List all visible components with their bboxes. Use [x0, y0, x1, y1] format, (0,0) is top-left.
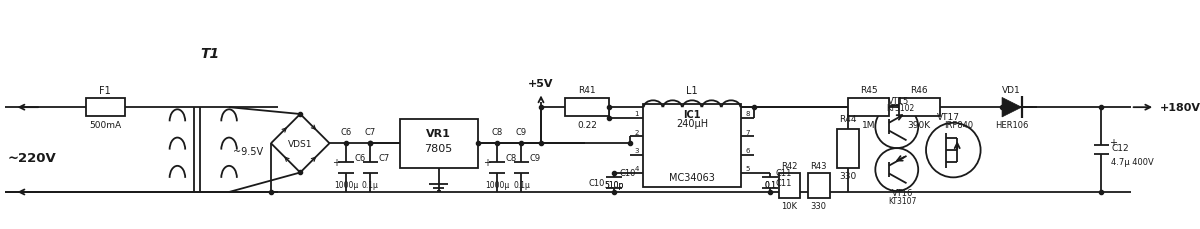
- Text: R41: R41: [578, 86, 596, 95]
- Bar: [643, 105, 740, 187]
- Text: VDS1: VDS1: [288, 139, 312, 148]
- Text: C6: C6: [341, 128, 352, 136]
- Text: L1: L1: [686, 85, 698, 95]
- Text: 0.1: 0.1: [764, 180, 776, 189]
- Text: R43: R43: [810, 161, 827, 170]
- Text: 4.7μ 400V: 4.7μ 400V: [1111, 157, 1154, 166]
- Text: C9: C9: [529, 154, 541, 163]
- Bar: [565, 99, 610, 116]
- Text: 1000μ: 1000μ: [485, 180, 509, 189]
- Text: C7: C7: [365, 128, 376, 136]
- Text: VD1: VD1: [1002, 86, 1021, 95]
- Text: 10K: 10K: [781, 201, 798, 210]
- Text: R46: R46: [911, 86, 928, 95]
- Text: +: +: [1109, 137, 1117, 147]
- Bar: [838, 129, 859, 168]
- Text: 510p: 510p: [605, 180, 624, 189]
- Text: 510p: 510p: [605, 180, 624, 189]
- Text: C12: C12: [1111, 144, 1129, 153]
- Text: 3: 3: [635, 147, 638, 153]
- Text: C7: C7: [378, 154, 390, 163]
- Text: F1: F1: [100, 85, 112, 95]
- Text: 0.1μ: 0.1μ: [362, 180, 379, 189]
- Bar: [400, 119, 478, 168]
- Text: C10: C10: [588, 178, 605, 187]
- Text: ~220V: ~220V: [7, 152, 56, 165]
- Text: 240μH: 240μH: [676, 118, 708, 128]
- Text: VT15: VT15: [888, 96, 910, 105]
- Text: 2: 2: [635, 129, 638, 135]
- Text: +5V: +5V: [528, 79, 553, 88]
- Text: 390K: 390K: [907, 121, 931, 130]
- Polygon shape: [1002, 98, 1021, 117]
- Text: 0.1μ: 0.1μ: [514, 180, 530, 189]
- Bar: [899, 99, 940, 116]
- Text: HER106: HER106: [995, 121, 1028, 130]
- Text: 6: 6: [745, 147, 750, 153]
- Text: IC1: IC1: [683, 109, 701, 120]
- Text: R42: R42: [781, 161, 798, 170]
- Text: MC34063: MC34063: [670, 173, 715, 183]
- Text: +: +: [332, 157, 341, 167]
- Text: ~9.5V: ~9.5V: [234, 146, 264, 156]
- Text: R44: R44: [839, 115, 857, 124]
- Text: 4: 4: [635, 166, 638, 172]
- Text: 5: 5: [745, 166, 750, 172]
- Text: C11: C11: [775, 178, 792, 187]
- Text: 7805: 7805: [425, 144, 452, 153]
- Text: R45: R45: [859, 86, 877, 95]
- Bar: [85, 99, 125, 116]
- Text: +180V: +180V: [1160, 103, 1200, 113]
- Text: +: +: [484, 157, 491, 167]
- Text: 330: 330: [840, 171, 857, 180]
- Text: KT3107: KT3107: [888, 196, 917, 205]
- Text: C6: C6: [354, 154, 365, 163]
- Text: C10: C10: [619, 169, 636, 178]
- Text: VT16: VT16: [892, 189, 913, 198]
- Text: 8: 8: [745, 111, 750, 117]
- Bar: [808, 174, 829, 198]
- Text: VT17: VT17: [937, 113, 960, 122]
- Text: C9: C9: [516, 128, 527, 136]
- Text: 1M: 1M: [862, 121, 875, 130]
- Text: 1000μ: 1000μ: [334, 180, 358, 189]
- Text: 0.1: 0.1: [764, 180, 776, 189]
- Text: 1: 1: [635, 111, 638, 117]
- Text: C11: C11: [775, 169, 792, 178]
- Bar: [848, 99, 889, 116]
- Text: 330: 330: [811, 201, 827, 210]
- Text: T1: T1: [200, 46, 220, 60]
- Text: IRF840: IRF840: [944, 121, 973, 130]
- Text: C8: C8: [492, 128, 503, 136]
- Text: C8: C8: [505, 154, 516, 163]
- Bar: [779, 174, 800, 198]
- Text: VR1: VR1: [426, 129, 451, 139]
- Text: 7: 7: [745, 129, 750, 135]
- Text: KT3102: KT3102: [887, 103, 914, 112]
- Text: 500mA: 500mA: [89, 121, 121, 130]
- Text: 0.22: 0.22: [577, 121, 598, 130]
